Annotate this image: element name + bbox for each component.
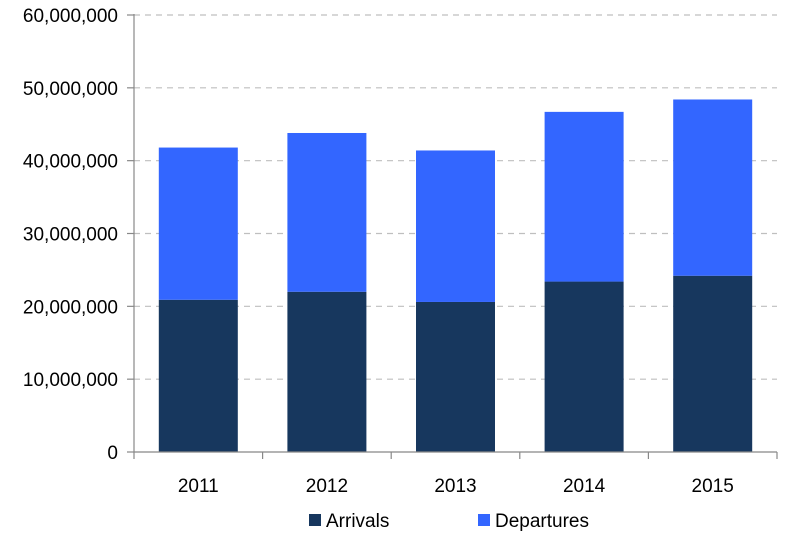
x-tick-label-2013: 2013 <box>434 476 476 497</box>
x-axis-tick-labels: 2011 2012 2013 2014 2015 <box>178 476 734 497</box>
y-tick-label-5: 50,000,000 <box>23 79 118 100</box>
y-tick-label-4: 40,000,000 <box>23 152 118 173</box>
y-tick-label-1: 10,000,000 <box>23 370 118 391</box>
bar-arrivals-2015 <box>673 275 753 452</box>
legend-swatch-departures <box>478 514 490 526</box>
x-tick-label-2015: 2015 <box>692 476 734 497</box>
bar-arrivals-2014 <box>544 281 624 452</box>
bar-arrivals-2013 <box>416 301 495 452</box>
x-tick-label-2011: 2011 <box>178 476 219 497</box>
x-tick-label-2014: 2014 <box>563 476 606 497</box>
bar-departures-2012 <box>287 132 367 292</box>
legend-label-arrivals: Arrivals <box>326 511 389 532</box>
y-tick-label-2: 20,000,000 <box>23 297 118 318</box>
y-tick-label-6: 60,000,000 <box>23 6 118 27</box>
axes <box>127 14 778 459</box>
bar-departures-2014 <box>544 111 624 282</box>
legend-label-departures: Departures <box>495 511 589 532</box>
legend-swatch-arrivals <box>309 514 321 526</box>
bar-departures-2013 <box>416 150 495 302</box>
bar-arrivals-2012 <box>287 291 367 452</box>
y-tick-label-0: 0 <box>107 443 118 464</box>
bar-arrivals-2011 <box>158 299 238 452</box>
bar-departures-2011 <box>158 147 238 300</box>
y-tick-label-3: 30,000,000 <box>23 225 118 246</box>
bar-departures-2015 <box>673 99 753 276</box>
y-axis-tick-labels: 0 10,000,000 20,000,000 30,000,000 40,000,00… <box>23 6 118 464</box>
legend: Arrivals Departures <box>309 511 589 532</box>
x-tick-label-2012: 2012 <box>306 476 348 497</box>
bars <box>158 99 753 452</box>
